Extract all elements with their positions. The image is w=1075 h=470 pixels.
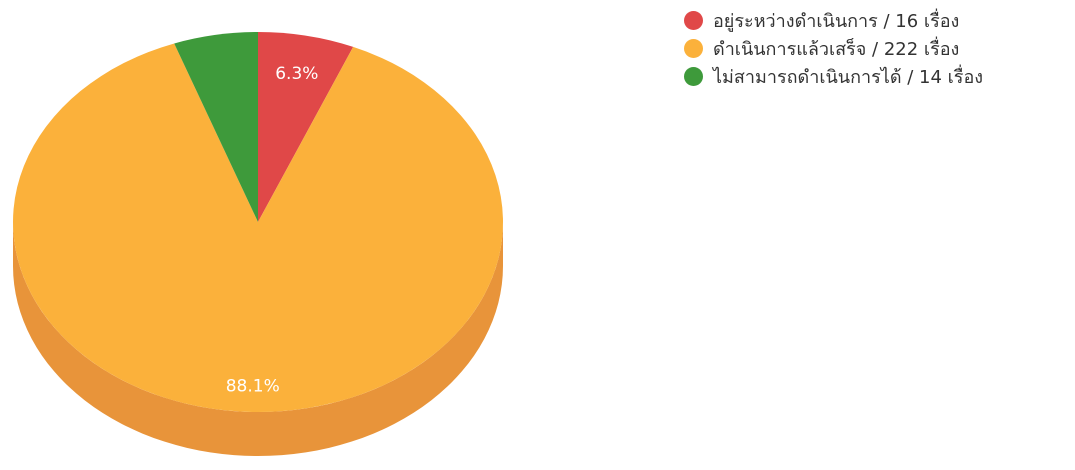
legend-item-in-progress[interactable]: อยู่ระหว่างดำเนินการ / 16 เรื่อง — [684, 6, 983, 34]
legend-label-in-progress: อยู่ระหว่างดำเนินการ / 16 เรื่อง — [713, 10, 960, 32]
legend: อยู่ระหว่างดำเนินการ / 16 เรื่อง ดำเนินก… — [684, 6, 983, 90]
legend-label-completed: ดำเนินการแล้วเสร็จ / 222 เรื่อง — [713, 38, 960, 60]
pie-slices — [12, 32, 504, 412]
pie-slice-in-progress[interactable] — [258, 32, 354, 222]
pie-labels: 6.3% 88.1% — [226, 64, 319, 396]
legend-item-completed[interactable]: ดำเนินการแล้วเสร็จ / 222 เรื่อง — [684, 34, 983, 62]
legend-swatch-completed — [684, 38, 703, 58]
pie-side-wall — [13, 222, 503, 456]
pie-label-in-progress: 6.3% — [275, 64, 318, 84]
legend-item-unable[interactable]: ไม่สามารถดำเนินการได้ / 14 เรื่อง — [684, 62, 983, 90]
legend-swatch-unable — [684, 66, 703, 86]
legend-swatch-in-progress — [684, 10, 703, 30]
pie-label-completed: 88.1% — [226, 376, 280, 396]
pie-chart-svg: 6.3% 88.1% — [12, 32, 504, 456]
pie-slice-unable[interactable] — [174, 32, 258, 222]
legend-label-unable: ไม่สามารถดำเนินการได้ / 14 เรื่อง — [713, 66, 984, 88]
pie-slice-completed[interactable] — [12, 43, 504, 412]
